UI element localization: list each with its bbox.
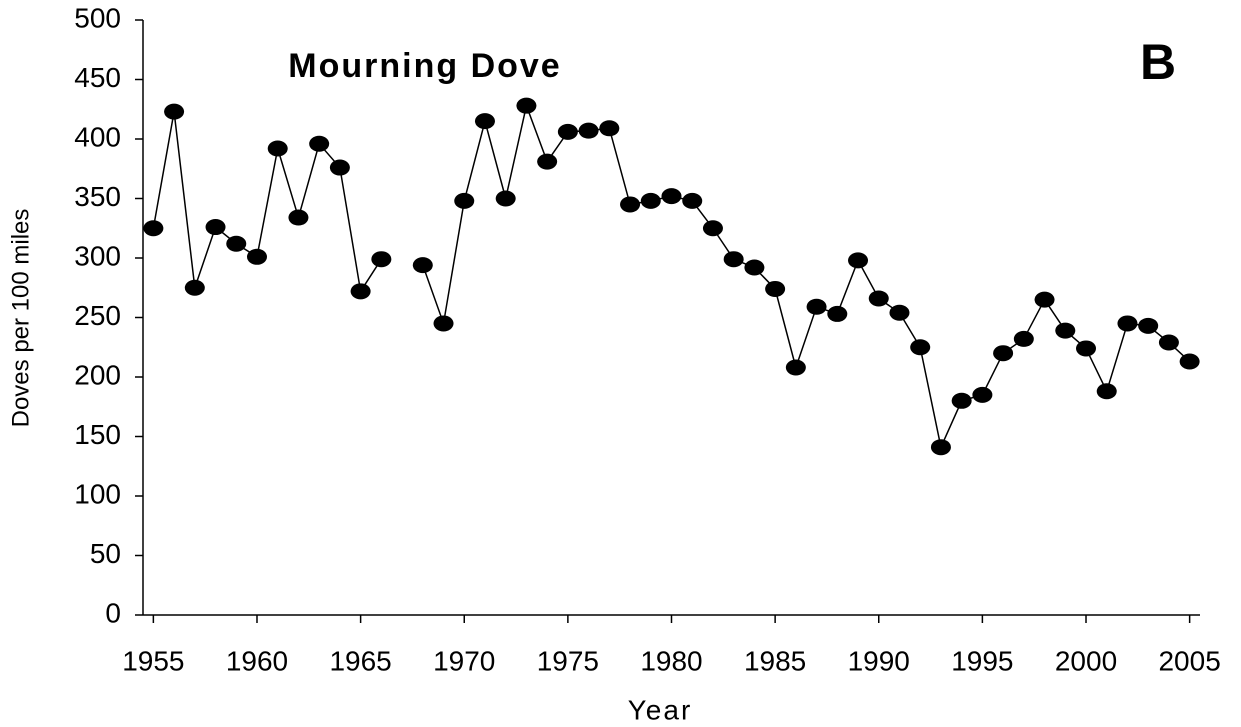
data-point	[1076, 340, 1097, 357]
data-point	[433, 315, 454, 332]
y-tick-label: 450	[74, 62, 121, 93]
x-tick-label: 1980	[640, 645, 702, 676]
y-tick-label: 150	[74, 419, 121, 450]
data-point	[1138, 317, 1159, 334]
y-tick-label: 500	[74, 2, 121, 33]
x-axis-label: Year	[628, 694, 693, 725]
x-tick-label: 1985	[744, 645, 806, 676]
y-tick-label: 100	[74, 478, 121, 509]
y-tick-label: 200	[74, 359, 121, 390]
y-tick-label: 0	[105, 597, 121, 628]
data-point	[164, 103, 185, 120]
data-point	[848, 252, 869, 269]
data-point	[329, 159, 350, 176]
data-point	[930, 439, 951, 456]
data-point	[723, 251, 744, 268]
series-line	[152, 103, 1191, 450]
data-point	[1117, 315, 1138, 332]
data-point	[868, 290, 889, 307]
data-point	[640, 192, 661, 209]
data-point	[474, 113, 495, 130]
x-tick-label: 2005	[1158, 645, 1220, 676]
data-point	[1158, 334, 1179, 351]
x-tick-label: 1960	[226, 645, 288, 676]
y-tick-label: 400	[74, 121, 121, 152]
data-point	[889, 304, 910, 321]
data-point	[226, 235, 247, 252]
x-tick-label: 1990	[848, 645, 910, 676]
data-point	[288, 209, 309, 226]
x-tick-label: 2000	[1055, 645, 1117, 676]
data-point	[516, 97, 537, 114]
x-tick-label: 1975	[537, 645, 599, 676]
y-tick-label: 300	[74, 240, 121, 271]
data-point	[495, 190, 516, 207]
data-point	[1096, 383, 1117, 400]
panel-label: B	[1140, 34, 1176, 90]
data-point	[1013, 330, 1034, 347]
data-point	[205, 219, 226, 236]
data-point	[246, 248, 267, 265]
data-point	[143, 220, 164, 237]
y-tick-label: 50	[90, 538, 121, 569]
data-point	[661, 188, 682, 205]
data-point	[765, 280, 786, 297]
data-point	[371, 251, 392, 268]
data-point	[557, 123, 578, 140]
data-point	[827, 305, 848, 322]
data-point	[806, 298, 827, 315]
data-point	[682, 192, 703, 209]
data-point	[454, 192, 475, 209]
chart-title: Mourning Dove	[288, 47, 561, 85]
data-point	[267, 140, 288, 157]
data-point	[951, 392, 972, 409]
data-point	[785, 359, 806, 376]
data-point	[578, 122, 599, 139]
data-point	[309, 135, 330, 152]
data-point	[702, 220, 723, 237]
data-point	[537, 153, 558, 170]
data-point	[910, 339, 931, 356]
data-point	[412, 257, 433, 274]
data-point	[599, 120, 620, 137]
x-tick-label: 1965	[329, 645, 391, 676]
data-point	[993, 345, 1014, 362]
y-tick-label: 250	[74, 300, 121, 331]
data-point	[972, 386, 993, 403]
data-point	[1034, 291, 1055, 308]
data-point	[184, 279, 205, 296]
data-point	[1055, 322, 1076, 339]
x-tick-label: 1970	[433, 645, 495, 676]
x-tick-label: 1955	[122, 645, 184, 676]
data-point	[744, 259, 765, 276]
y-tick-label: 350	[74, 181, 121, 212]
data-point	[620, 196, 641, 213]
y-axis-label: Doves per 100 miles	[7, 209, 34, 428]
data-point	[1179, 353, 1200, 370]
x-tick-label: 1995	[951, 645, 1013, 676]
data-point	[350, 283, 371, 300]
